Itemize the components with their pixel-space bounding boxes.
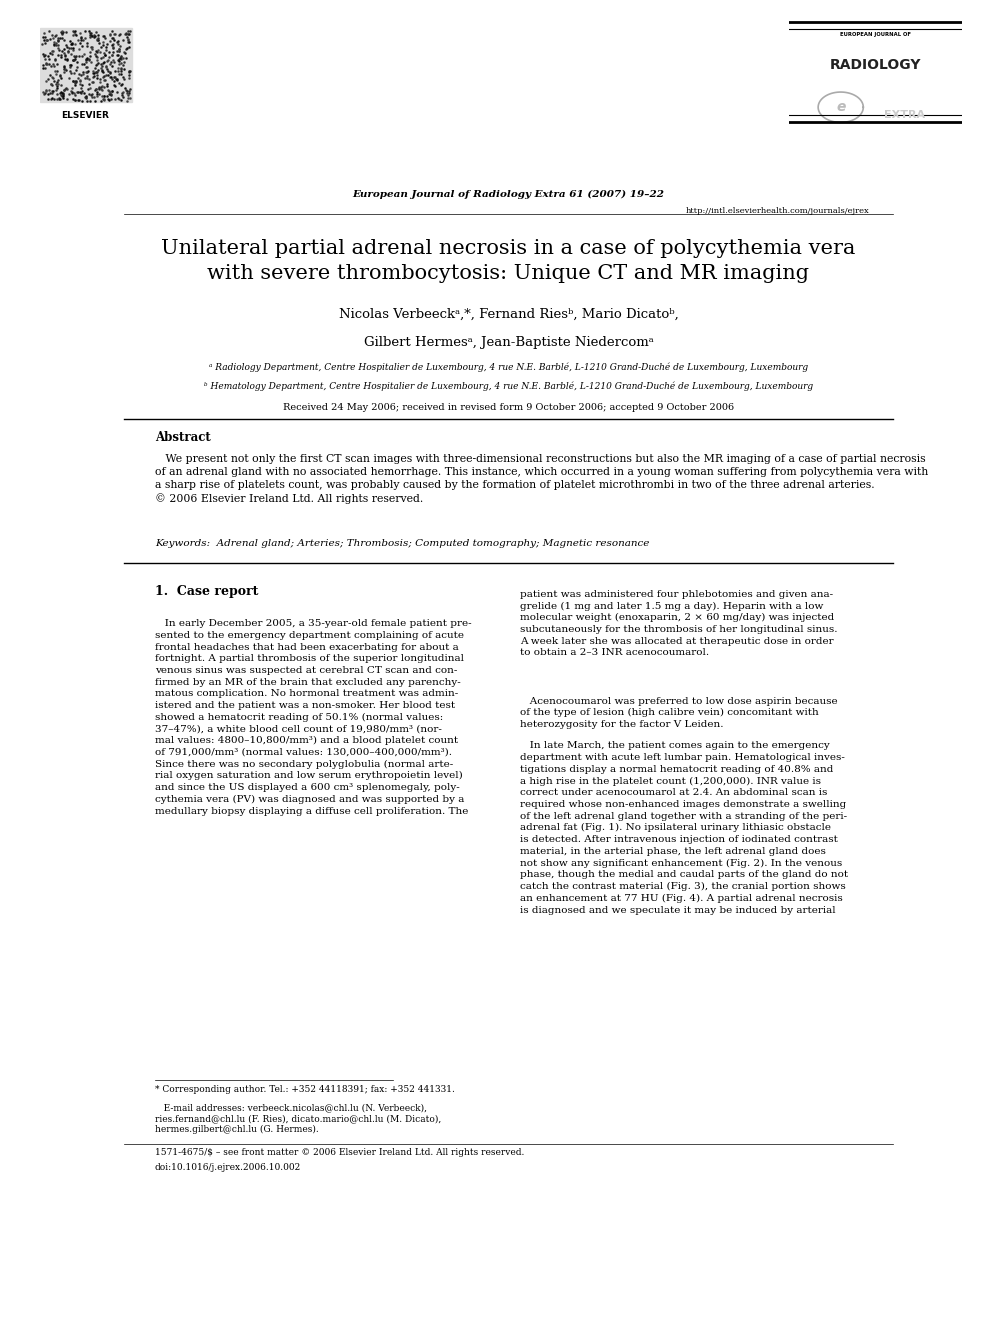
Text: ELSEVIER: ELSEVIER [62,111,109,119]
Text: Received 24 May 2006; received in revised form 9 October 2006; accepted 9 Octobe: Received 24 May 2006; received in revise… [283,404,734,413]
Text: e: e [836,101,845,114]
Text: EXTRA: EXTRA [885,110,926,120]
Text: ᵃ Radiology Department, Centre Hospitalier de Luxembourg, 4 rue N.E. Barblé, L-1: ᵃ Radiology Department, Centre Hospitali… [209,363,807,372]
Text: In late March, the patient comes again to the emergency
department with acute le: In late March, the patient comes again t… [520,741,848,914]
Text: Acenocoumarol was preferred to low dose aspirin because
of the type of lesion (h: Acenocoumarol was preferred to low dose … [520,697,837,729]
Text: doi:10.1016/j.ejrex.2006.10.002: doi:10.1016/j.ejrex.2006.10.002 [155,1163,301,1172]
Text: http://intl.elsevierhealth.com/journals/ejrex: http://intl.elsevierhealth.com/journals/… [686,206,870,214]
Text: European Journal of Radiology Extra 61 (2007) 19–22: European Journal of Radiology Extra 61 (… [352,191,665,200]
Bar [40,28,132,102]
Text: 1.  Case report: 1. Case report [155,585,258,598]
Text: Abstract: Abstract [155,431,210,443]
Text: Gilbert Hermesᵃ, Jean-Baptiste Niedercomᵃ: Gilbert Hermesᵃ, Jean-Baptiste Niedercom… [363,336,654,349]
Text: We present not only the first CT scan images with three-dimensional reconstructi: We present not only the first CT scan im… [155,454,928,504]
Text: In early December 2005, a 35-year-old female patient pre-
sented to the emergenc: In early December 2005, a 35-year-old fe… [155,619,471,816]
Text: * Corresponding author. Tel.: +352 44118391; fax: +352 441331.: * Corresponding author. Tel.: +352 44118… [155,1085,454,1094]
Text: patient was administered four phlebotomies and given ana-
grelide (1 mg and late: patient was administered four phlebotomi… [520,590,837,658]
Text: Unilateral partial adrenal necrosis in a case of polycythemia vera
with severe t: Unilateral partial adrenal necrosis in a… [162,239,855,283]
Text: Keywords:  Adrenal gland; Arteries; Thrombosis; Computed tomography; Magnetic re: Keywords: Adrenal gland; Arteries; Throm… [155,538,649,548]
Text: Nicolas Verbeeckᵃ,*, Fernand Riesᵇ, Mario Dicatoᵇ,: Nicolas Verbeeckᵃ,*, Fernand Riesᵇ, Mari… [338,307,679,320]
Text: EUROPEAN JOURNAL OF: EUROPEAN JOURNAL OF [840,32,911,37]
Text: ᵇ Hematology Department, Centre Hospitalier de Luxembourg, 4 rue N.E. Barblé, L-: ᵇ Hematology Department, Centre Hospital… [203,382,813,392]
Text: RADIOLOGY: RADIOLOGY [829,58,922,73]
Text: 1571-4675/$ – see front matter © 2006 Elsevier Ireland Ltd. All rights reserved.: 1571-4675/$ – see front matter © 2006 El… [155,1148,524,1156]
Text: E-mail addresses: verbeeck.nicolas@chl.lu (N. Verbeeck),
ries.fernand@chl.lu (F.: E-mail addresses: verbeeck.nicolas@chl.l… [155,1103,441,1134]
